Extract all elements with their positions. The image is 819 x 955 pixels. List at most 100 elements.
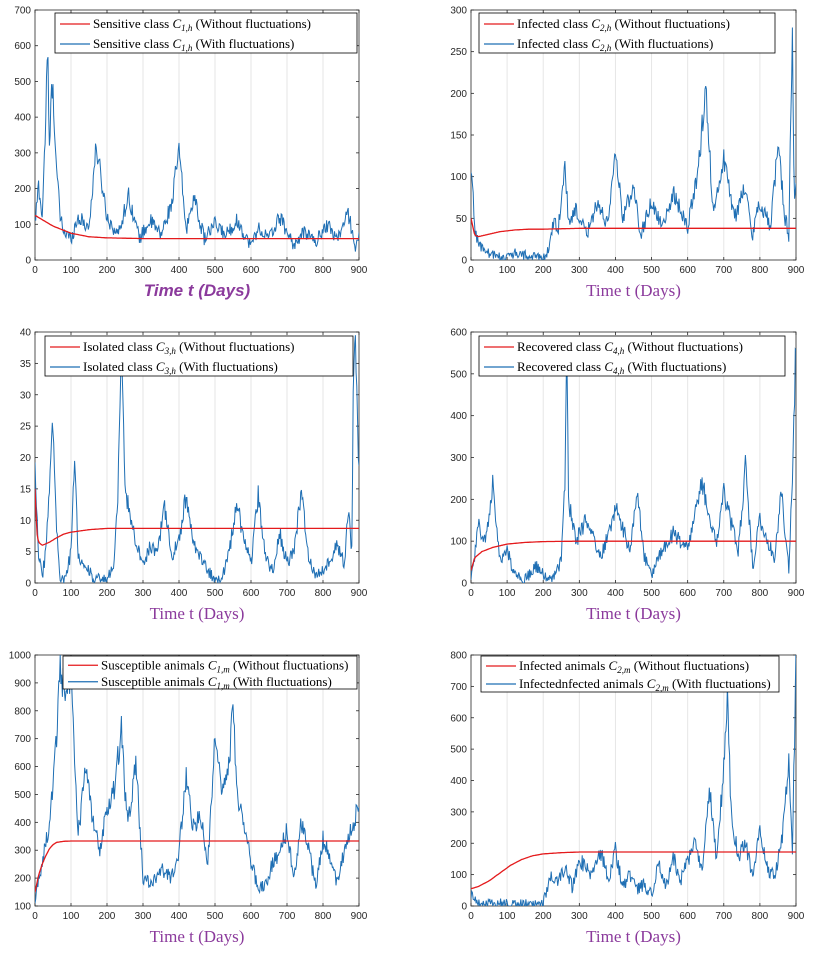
x-tick-label: 0 <box>468 588 474 599</box>
x-tick-label: 700 <box>279 265 296 276</box>
x-tick-label: 900 <box>788 265 805 276</box>
x-tick-label: 900 <box>351 265 368 276</box>
x-tick-label: 600 <box>679 265 696 276</box>
series-with-fluctuations <box>35 56 359 252</box>
series-without-fluctuations <box>35 214 359 240</box>
y-tick-label: 200 <box>14 184 31 195</box>
x-tick-label: 700 <box>715 911 732 922</box>
legend-box <box>478 335 786 377</box>
x-tick-label: 500 <box>643 588 660 599</box>
x-tick-label: 600 <box>679 588 696 599</box>
y-tick-label: 300 <box>450 6 467 17</box>
x-tick-label: 400 <box>171 265 188 276</box>
y-tick-label: 250 <box>450 47 467 58</box>
x-tick-label: 900 <box>788 911 805 922</box>
legend: Infected class C2,h (Without fluctuation… <box>478 12 776 54</box>
series-without-fluctuations <box>471 218 796 238</box>
y-tick-label: 700 <box>14 734 31 745</box>
y-tick-label: 300 <box>14 846 31 857</box>
x-tick-label: 300 <box>571 588 588 599</box>
legend: Isolated class C3,h (Without fluctuation… <box>44 335 354 377</box>
y-tick-label: 100 <box>450 172 467 183</box>
plot-area <box>35 655 359 904</box>
x-tick-label: 400 <box>607 911 624 922</box>
chart-panel-6: 0 100 200 300 400 500 600 700 800 900 0 100 200 300 40… <box>450 651 805 947</box>
x-tick-label: 300 <box>135 588 152 599</box>
legend: Recovered class C4,h (Without fluctuatio… <box>478 335 786 377</box>
plot-area <box>35 56 359 252</box>
series-without-fluctuations <box>35 840 359 893</box>
x-tick-label: 200 <box>535 265 552 276</box>
x-tick-label: 200 <box>99 588 116 599</box>
y-tick-label: 600 <box>450 328 467 339</box>
y-tick-label: 500 <box>450 369 467 380</box>
plot-area <box>471 347 796 583</box>
x-tick-label: 100 <box>499 265 516 276</box>
y-tick-label: 100 <box>450 870 467 881</box>
legend: Susceptible animals C1,m (Without fluctu… <box>62 655 358 691</box>
legend-box <box>480 655 780 693</box>
y-tick-label: 300 <box>450 807 467 818</box>
x-tick-label: 600 <box>243 911 260 922</box>
x-tick-label: 200 <box>535 911 552 922</box>
x-tick-label: 800 <box>752 265 769 276</box>
y-tick-label: 150 <box>450 131 467 142</box>
x-tick-label: 500 <box>643 911 660 922</box>
legend: Infected animals C2,m (Without fluctuati… <box>480 655 780 693</box>
x-tick-label: 600 <box>679 911 696 922</box>
y-tick-label: 200 <box>450 89 467 100</box>
chart-panel-2: 0 100 200 300 400 500 600 700 800 900 0 50 100 150 200… <box>450 6 804 301</box>
y-tick-label: 35 <box>20 359 32 370</box>
legend-entry: Recovered class C4,h (Without fluctuatio… <box>517 339 743 356</box>
x-tick-label: 900 <box>351 588 368 599</box>
x-axis-label: Time t (Days) <box>586 281 681 300</box>
y-tick-label: 600 <box>14 762 31 773</box>
x-tick-label: 900 <box>788 588 805 599</box>
chart-panel-1: 0 100 200 300 400 500 600 700 800 900 0 100 200 300 40… <box>14 6 367 301</box>
legend-entry: Sensitive class C1,h (With fluctuations) <box>93 36 294 53</box>
y-tick-label: 10 <box>20 516 32 527</box>
x-tick-label: 400 <box>607 588 624 599</box>
x-tick-label: 800 <box>752 911 769 922</box>
y-tick-label: 400 <box>450 411 467 422</box>
legend-entry: Infected class C2,h (Without fluctuation… <box>517 16 730 33</box>
y-tick-label: 800 <box>450 651 467 662</box>
y-tick-label: 0 <box>25 256 31 267</box>
x-tick-label: 400 <box>171 911 188 922</box>
x-tick-label: 200 <box>99 265 116 276</box>
x-tick-label: 700 <box>715 265 732 276</box>
x-tick-label: 500 <box>207 911 224 922</box>
series-without-fluctuations <box>35 488 359 546</box>
y-tick-label: 30 <box>20 390 32 401</box>
x-tick-label: 800 <box>315 265 332 276</box>
y-tick-label: 200 <box>14 874 31 885</box>
x-tick-label: 0 <box>32 265 38 276</box>
y-tick-label: 0 <box>461 579 467 590</box>
y-tick-label: 400 <box>14 113 31 124</box>
x-tick-label: 300 <box>135 911 152 922</box>
x-tick-label: 200 <box>535 588 552 599</box>
y-tick-label: 200 <box>450 495 467 506</box>
y-tick-label: 0 <box>461 256 467 267</box>
series-with-fluctuations <box>471 655 796 906</box>
y-tick-label: 700 <box>450 682 467 693</box>
x-tick-label: 800 <box>752 588 769 599</box>
x-tick-label: 500 <box>207 265 224 276</box>
plot-area <box>35 335 359 583</box>
x-axis-label: Time t (Days) <box>586 927 681 946</box>
y-tick-label: 25 <box>20 422 32 433</box>
x-tick-label: 100 <box>63 588 80 599</box>
axes-box <box>470 654 797 907</box>
x-tick-label: 800 <box>315 911 332 922</box>
y-tick-label: 15 <box>20 484 32 495</box>
chart-panel-3: 0 100 200 300 400 500 600 700 800 900 0 5 10 15 20 25 30… <box>20 328 368 624</box>
x-tick-label: 800 <box>315 588 332 599</box>
y-tick-label: 500 <box>450 745 467 756</box>
legend-entry: Sensitive class C1,h (Without fluctuatio… <box>93 16 311 33</box>
y-tick-label: 700 <box>14 6 31 17</box>
legend-box <box>44 335 354 377</box>
series-with-fluctuations <box>35 335 359 583</box>
plot-area <box>471 655 796 906</box>
legend-entry: Infected animals C2,m (Without fluctuati… <box>519 658 749 675</box>
